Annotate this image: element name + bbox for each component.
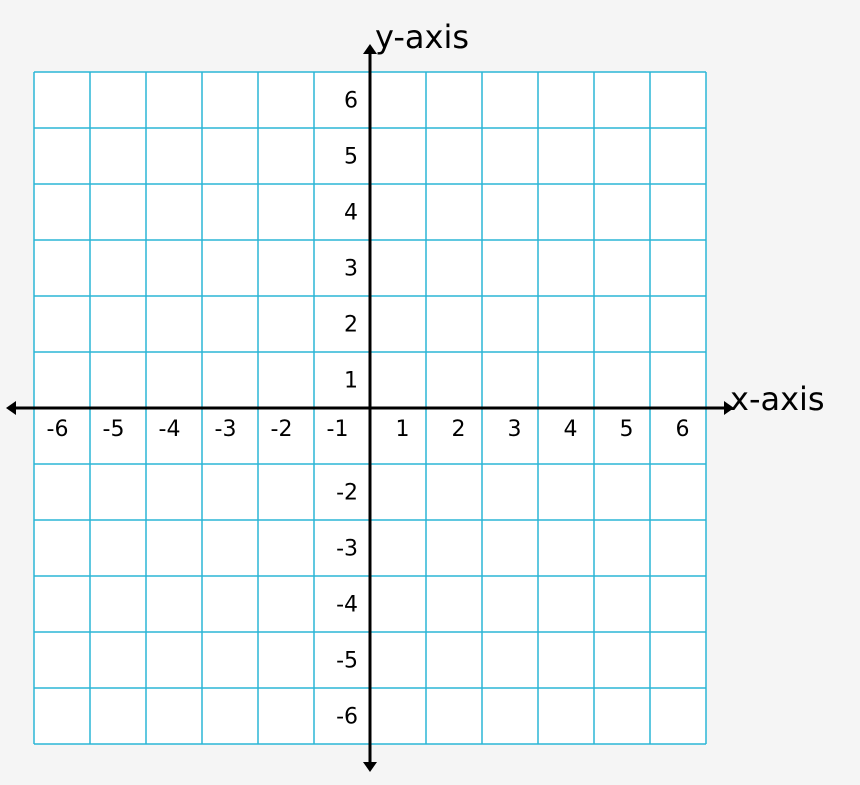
y-tick-label: 2 xyxy=(344,313,358,338)
y-tick-label: 3 xyxy=(344,257,358,282)
x-tick-label: -6 xyxy=(47,417,69,442)
y-tick-label: -3 xyxy=(336,537,358,562)
y-tick-label: -2 xyxy=(336,481,358,506)
x-tick-label: 1 xyxy=(395,417,409,442)
y-axis-arrow-up xyxy=(363,44,377,54)
x-tick-label: 2 xyxy=(451,417,465,442)
y-tick-label: 5 xyxy=(344,145,358,170)
x-tick-label: -2 xyxy=(271,417,293,442)
x-tick-label: 5 xyxy=(619,417,633,442)
y-axis-arrow-down xyxy=(363,762,377,772)
x-axis-arrow-right xyxy=(724,401,734,415)
x-tick-label: 6 xyxy=(675,417,689,442)
coordinate-grid-svg: -6 -5 -4 -3 -2 -1 1 2 3 4 5 6 -6 -5 -4 -3 -2 1 2 3 4 5 6 xyxy=(0,0,860,785)
y-tick-label: 6 xyxy=(344,89,358,114)
x-tick-label: 4 xyxy=(563,417,577,442)
x-axis-arrow-left xyxy=(6,401,16,415)
y-tick-label: -4 xyxy=(336,593,358,618)
y-tick-label: 1 xyxy=(344,369,358,394)
coordinate-plane: y-axis x-axis -6-5-4-3-2-1123456-6-5-4-3… xyxy=(0,0,860,785)
x-tick-label: -3 xyxy=(215,417,237,442)
x-tick-label: 3 xyxy=(507,417,521,442)
x-tick-label: -1 xyxy=(327,417,349,442)
x-tick-label: -4 xyxy=(159,417,181,442)
y-tick-label: -6 xyxy=(336,705,358,730)
x-tick-label: -5 xyxy=(103,417,125,442)
y-tick-label: 4 xyxy=(344,201,358,226)
y-tick-label: -5 xyxy=(336,649,358,674)
